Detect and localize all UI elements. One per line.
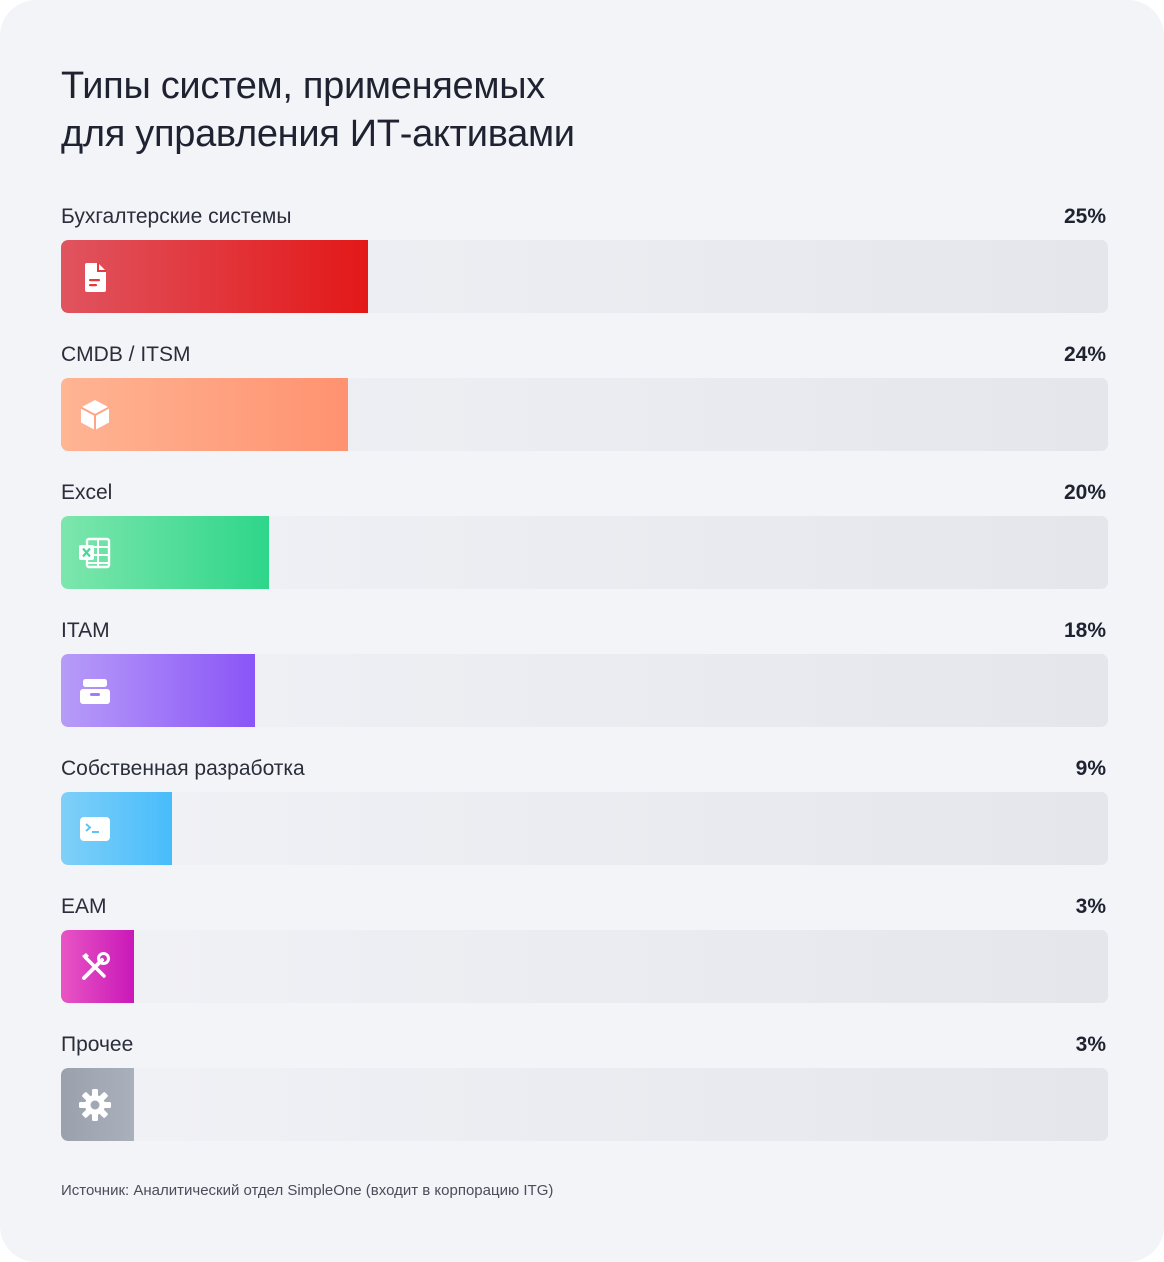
bar-row: Бухгалтерские системы 25% — [61, 200, 1108, 314]
bar-label: Собственная разработка — [61, 757, 305, 780]
bar-value-label: 25% — [1063, 205, 1106, 228]
bar-value-label: 18% — [1063, 619, 1106, 642]
bar-label: ITAM — [61, 619, 110, 642]
bar-value-label: 24% — [1063, 343, 1106, 366]
bar-track — [61, 240, 1108, 313]
bar-label: CMDB / ITSM — [61, 343, 191, 366]
bar-track — [61, 516, 1108, 589]
bar — [61, 378, 348, 451]
bar — [61, 930, 134, 1003]
bar — [61, 792, 172, 865]
bar-track — [61, 930, 1108, 1003]
terminal-icon — [76, 810, 114, 848]
source-note: Источник: Аналитический отдел SimpleOne … — [61, 1182, 554, 1199]
bar — [61, 1068, 134, 1141]
bar-label: Бухгалтерские системы — [61, 205, 292, 228]
bar-track — [61, 792, 1108, 865]
document-icon — [76, 258, 114, 296]
bar-value-label: 3% — [1075, 895, 1106, 918]
chart-title: Типы систем, применяемых для управления … — [61, 62, 761, 158]
bar-row: ITAM 18% — [61, 614, 1108, 728]
bar-row: Прочее 3% — [61, 1028, 1108, 1142]
bar-label: Прочее — [61, 1033, 134, 1056]
bar — [61, 654, 255, 727]
bar — [61, 240, 368, 313]
bar-row: EAM 3% — [61, 890, 1108, 1004]
bar-track — [61, 1068, 1108, 1141]
chart-title-line-1: Типы систем, применяемых — [61, 65, 545, 107]
bar-row: Excel 20% — [61, 476, 1108, 590]
bar — [61, 516, 269, 589]
bar-label: EAM — [61, 895, 107, 918]
bar-value-label: 20% — [1063, 481, 1106, 504]
bar-value-label: 3% — [1075, 1033, 1106, 1056]
archive-box-icon — [76, 672, 114, 710]
chart-title-line-2: для управления ИТ-активами — [61, 113, 575, 155]
tools-icon — [76, 948, 114, 986]
bar-row: Собственная разработка 9% — [61, 752, 1108, 866]
bar-value-label: 9% — [1075, 757, 1106, 780]
bar-row: CMDB / ITSM 24% — [61, 338, 1108, 452]
bar-track — [61, 654, 1108, 727]
gear-icon — [76, 1086, 114, 1124]
bar-track — [61, 378, 1108, 451]
bar-label: Excel — [61, 481, 113, 504]
cube-icon — [76, 396, 114, 434]
spreadsheet-icon — [76, 534, 114, 572]
